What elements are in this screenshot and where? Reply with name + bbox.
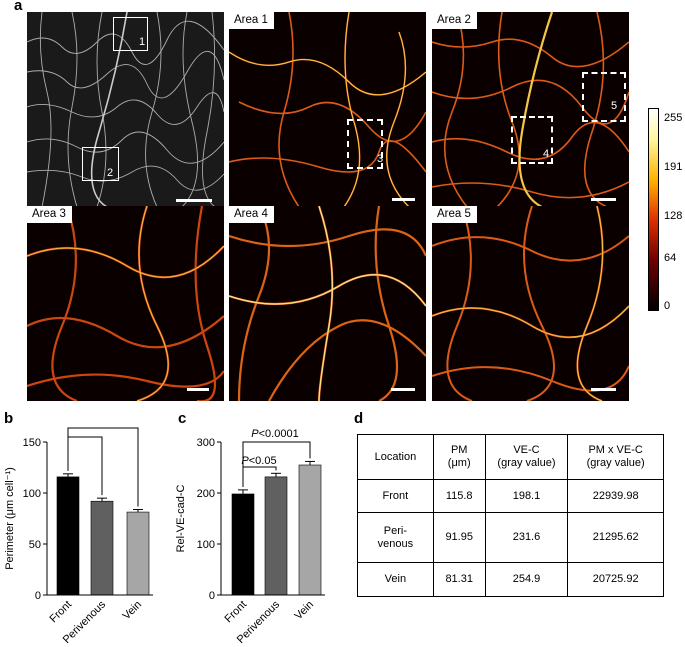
area4-image: Area 4 [229, 206, 426, 401]
area3-label: Area 3 [27, 206, 72, 223]
cell-vec: 198.1 [484, 479, 569, 513]
area5-network [432, 206, 629, 401]
area2-image: Area 2 4 5 [432, 12, 629, 207]
area3-image: Area 3 [27, 206, 224, 401]
summary-table: Location PM (μm) VE-C (gray value) PM x VE… [357, 434, 664, 597]
bar-front [231, 493, 255, 596]
overview-network [27, 12, 224, 207]
significance-annotation: P<0.0001 [80, 425, 127, 428]
table-row: Peri-venous 91.95 231.6 21295.62 [357, 512, 664, 563]
x-tick-label: Front [222, 599, 249, 626]
y-tick-label: 100 [23, 488, 41, 500]
area2-label: Area 2 [432, 12, 477, 29]
colorbar-tick-255: 255 [664, 112, 683, 124]
cell-location: Front [357, 479, 434, 513]
header-pmvec: PM x VE-C (gray value) [567, 434, 664, 480]
roi-5 [582, 72, 626, 122]
y-axis-label: Rel-VE-cad-C [175, 485, 187, 553]
scale-bar [187, 388, 209, 391]
bar-front [56, 476, 80, 596]
panel-b-letter: b [4, 410, 14, 427]
table-row: Front 115.8 198.1 22939.98 [357, 479, 664, 513]
significance-bracket [67, 436, 103, 496]
roi-2 [82, 147, 119, 181]
cell-location: Vein [357, 562, 434, 597]
panel-a-letter: a [14, 0, 23, 14]
cell-pmvec: 20725.92 [567, 562, 664, 597]
y-tick-label: 200 [197, 488, 215, 500]
header-vec: VE-C (gray value) [484, 434, 569, 480]
colorbar-tick-64: 64 [664, 252, 677, 264]
area5-image: Area 5 [432, 206, 629, 401]
roi-1-number: 1 [139, 36, 146, 48]
x-tick-label: Vein [120, 599, 144, 623]
header-pm: PM (μm) [432, 434, 486, 480]
y-tick-label: 0 [209, 590, 215, 602]
header-location: Location [357, 434, 434, 480]
roi-3 [347, 119, 383, 169]
scale-bar [391, 388, 415, 391]
panel-d-letter: d [354, 410, 364, 427]
area4-label: Area 4 [229, 206, 274, 223]
bar-vein [126, 511, 150, 596]
area1-label: Area 1 [229, 12, 274, 29]
y-tick-label: 0 [35, 590, 41, 602]
area1-network [229, 12, 426, 207]
scale-bar [591, 388, 616, 391]
overview-image: 1 2 [27, 12, 224, 207]
y-tick-label: 100 [197, 539, 215, 551]
bar-perivenous [90, 500, 114, 596]
colorbar-tick-128: 128 [664, 210, 683, 222]
roi-4 [511, 116, 553, 164]
table-row: Vein 81.31 254.9 20725.92 [357, 562, 664, 597]
y-axis-label: Perimeter (μm cell⁻¹) [4, 467, 16, 570]
area5-label: Area 5 [432, 206, 477, 223]
significance-bracket [242, 441, 311, 487]
table-header-row: Location PM (μm) VE-C (gray value) PM x VE… [357, 434, 664, 480]
y-tick-label: 50 [29, 539, 41, 551]
roi-1 [113, 17, 148, 51]
cell-pm: 81.31 [432, 562, 486, 597]
roi-5-number: 5 [611, 100, 618, 112]
cell-location: Peri-venous [357, 512, 434, 563]
bar-vein [298, 464, 322, 596]
panel-c-letter: c [178, 410, 187, 427]
scale-bar [591, 198, 616, 201]
roi-3-number: 3 [377, 153, 384, 165]
significance-bracket [67, 427, 139, 507]
colorbar [648, 108, 659, 311]
area1-image: Area 1 3 [229, 12, 426, 207]
cell-vec: 231.6 [484, 512, 569, 563]
area3-network [27, 206, 224, 401]
cell-pm: 91.95 [432, 512, 486, 563]
colorbar-tick-191: 191 [664, 161, 683, 173]
area4-network [229, 206, 426, 401]
significance-annotation-low: P<0.05 [241, 455, 276, 467]
roi-4-number: 4 [543, 148, 550, 160]
x-tick-label: Front [47, 599, 74, 626]
significance-annotation-top: P<0.0001 [251, 428, 298, 440]
y-tick-label: 150 [23, 437, 41, 449]
y-tick-label: 300 [197, 437, 215, 449]
x-tick-label: Vein [292, 599, 316, 623]
cell-pmvec: 22939.98 [567, 479, 664, 513]
bar-perivenous [264, 476, 288, 596]
cell-pm: 115.8 [432, 479, 486, 513]
cell-pmvec: 21295.62 [567, 512, 664, 563]
scale-bar [176, 199, 212, 202]
roi-2-number: 2 [107, 167, 114, 179]
colorbar-tick-0: 0 [664, 300, 671, 312]
cell-vec: 254.9 [484, 562, 569, 597]
scale-bar [392, 198, 415, 201]
